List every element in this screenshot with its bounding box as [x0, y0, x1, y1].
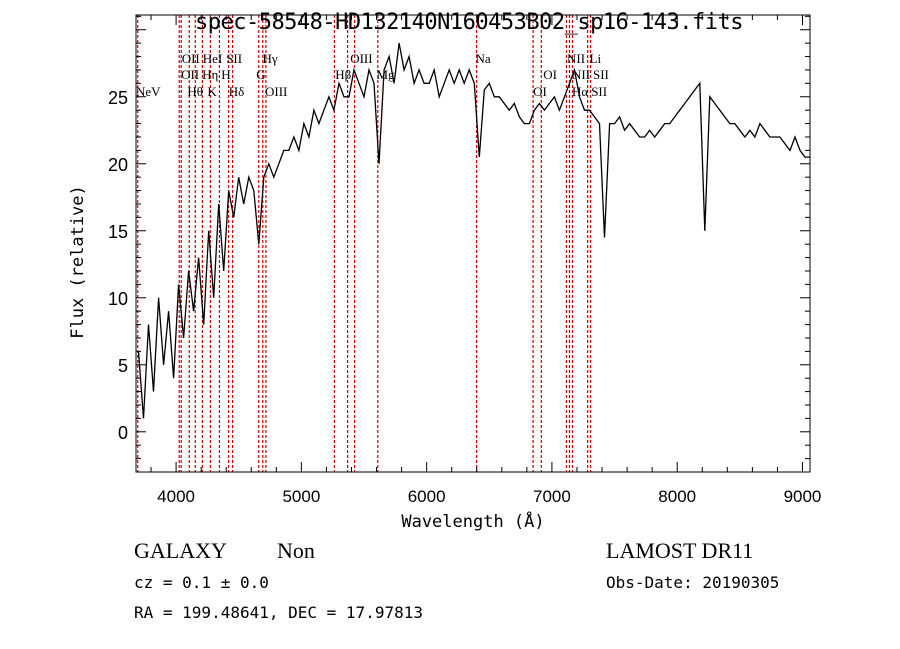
emission-line-label: OII — [182, 51, 200, 66]
emission-line-label: OIII — [265, 84, 287, 99]
emission-line-label: Mg — [377, 67, 396, 82]
x-tick-label: 9000 — [784, 487, 822, 506]
emission-line-label: OII — [181, 67, 199, 82]
emission-line-label: Hη — [202, 67, 218, 82]
x-tick-label: 4000 — [157, 487, 195, 506]
emission-line-label: Hθ — [187, 84, 203, 99]
y-tick-label: 5 — [118, 356, 128, 376]
emission-line-label: Hβ — [335, 67, 351, 82]
plot-frame — [135, 14, 811, 473]
emission-line-label: OI — [533, 84, 547, 99]
y-tick-label: 25 — [108, 88, 128, 108]
emission-line-label: Li — [590, 51, 602, 66]
y-tick-label: 10 — [108, 289, 128, 309]
emission-line-label: Hδ — [229, 84, 245, 99]
x-tick-label: 7000 — [533, 487, 571, 506]
y-axis-label: Flux (relative) — [68, 185, 88, 339]
emission-line-label: HeI — [203, 51, 223, 66]
object-class: GALAXY — [134, 538, 227, 563]
x-axis-label: Wavelength (Å) — [401, 512, 545, 532]
emission-line-label: SII — [226, 51, 242, 66]
object-subclass: Non — [277, 538, 315, 563]
emission-line-label: H — [221, 67, 230, 82]
x-tick-label: 5000 — [282, 487, 320, 506]
emission-line-label: G — [256, 67, 265, 82]
x-tick-label: 8000 — [658, 487, 696, 506]
observation-date: Obs-Date: 20190305 — [606, 573, 780, 592]
spectrum-line — [137, 42, 810, 419]
chart-title: spec-58548-HD132140N160453B02_sp16-143.f… — [194, 10, 744, 35]
emission-line-label: NeV — [136, 84, 161, 99]
emission-line-label: NII — [567, 51, 585, 66]
emission-line-label: K — [207, 84, 217, 99]
emission-line-label: Hγ — [263, 51, 278, 66]
emission-line-label: OI — [543, 67, 557, 82]
emission-line-label: OIII — [350, 51, 372, 66]
emission-line-label: SII — [591, 84, 607, 99]
y-tick-label: 20 — [108, 155, 128, 175]
survey-name: LAMOST DR11 — [606, 538, 754, 563]
y-tick-label: 15 — [108, 222, 128, 242]
emission-line-label: SII — [593, 67, 609, 82]
emission-line-label: NII — [572, 67, 590, 82]
x-tick-label: 6000 — [408, 487, 446, 506]
y-tick-label: 0 — [118, 423, 128, 443]
coordinates: RA = 199.48641, DEC = 17.97813 — [134, 603, 423, 622]
emission-line-label: Na — [476, 51, 491, 66]
redshift-cz: cz = 0.1 ± 0.0 — [134, 573, 269, 592]
emission-line-label: Hα — [572, 84, 588, 99]
